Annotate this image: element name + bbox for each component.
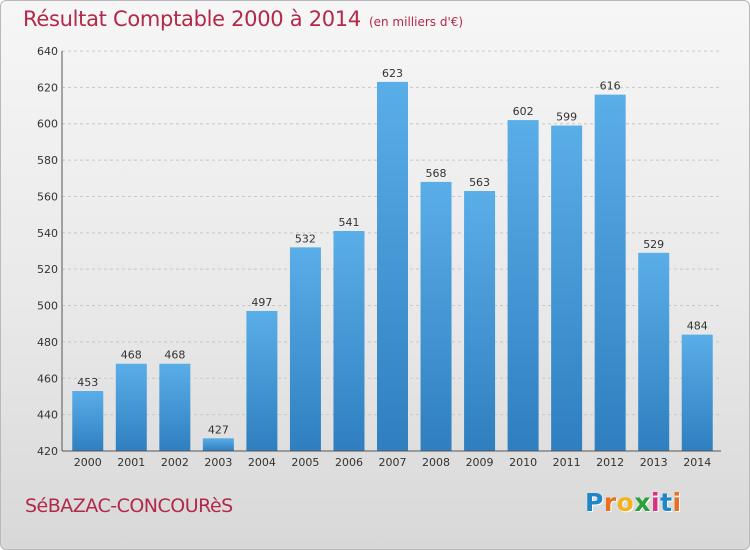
bar-value-label: 484 — [687, 320, 708, 333]
x-tick-label: 2009 — [466, 456, 494, 469]
x-tick-label: 2010 — [509, 456, 537, 469]
bar — [289, 247, 321, 451]
bar-value-label: 529 — [643, 238, 664, 251]
y-tick-label: 620 — [37, 81, 58, 94]
x-tick-label: 2011 — [553, 456, 581, 469]
chart-title: Résultat Comptable 2000 à 2014 (en millie… — [23, 7, 463, 31]
y-tick-label: 600 — [37, 118, 58, 131]
bar-value-label: 541 — [338, 216, 359, 229]
bar — [420, 181, 452, 451]
bar-value-label: 602 — [513, 105, 534, 118]
bar-value-label: 568 — [426, 167, 447, 180]
y-tick-label: 540 — [37, 227, 58, 240]
bar — [594, 94, 626, 452]
logo-letter: r — [603, 488, 617, 517]
bar-value-label: 497 — [251, 296, 272, 309]
logo-letter: o — [616, 488, 635, 517]
y-tick-label: 560 — [37, 190, 58, 203]
y-tick-label: 480 — [37, 336, 58, 349]
x-tick-label: 2001 — [117, 456, 145, 469]
bar-value-label: 468 — [121, 349, 142, 362]
bar — [551, 125, 583, 451]
x-tick-label: 2008 — [422, 456, 450, 469]
x-tick-label: 2013 — [640, 456, 668, 469]
bar — [333, 231, 365, 451]
bar — [681, 334, 713, 451]
bar — [202, 438, 234, 451]
logo-letter: i — [651, 488, 661, 517]
y-tick-label: 640 — [37, 45, 58, 58]
bar-value-label: 599 — [556, 111, 577, 124]
commune-name: SéBAZAC-CONCOURèS — [25, 495, 233, 517]
x-tick-label: 2005 — [291, 456, 319, 469]
bar — [246, 311, 278, 451]
y-tick-label: 580 — [37, 154, 58, 167]
bar-value-label: 616 — [600, 80, 621, 93]
logo-letter: i — [672, 488, 682, 517]
bar-value-label: 453 — [77, 376, 98, 389]
bar — [377, 81, 408, 451]
title-text: Résultat Comptable 2000 à 2014 — [23, 7, 361, 31]
x-tick-label: 2006 — [335, 456, 363, 469]
bar — [72, 391, 104, 451]
bar-value-label: 623 — [382, 67, 403, 80]
y-tick-label: 500 — [37, 300, 58, 313]
x-tick-label: 2002 — [161, 456, 189, 469]
x-tick-label: 2003 — [204, 456, 232, 469]
y-tick-label: 520 — [37, 263, 58, 276]
logo-letter: x — [634, 488, 651, 517]
bar-value-label: 532 — [295, 232, 316, 245]
x-tick-label: 2000 — [74, 456, 102, 469]
y-tick-label: 420 — [37, 445, 58, 458]
x-tick-label: 2014 — [683, 456, 711, 469]
bar-value-label: 563 — [469, 176, 490, 189]
bar — [464, 191, 496, 451]
x-tick-label: 2012 — [596, 456, 624, 469]
logo-letter: P — [585, 488, 604, 517]
bar-value-label: 468 — [164, 349, 185, 362]
logo-letter: t — [660, 488, 673, 517]
bar — [507, 120, 539, 451]
bar — [115, 363, 147, 451]
x-tick-label: 2004 — [248, 456, 276, 469]
bar — [159, 363, 191, 451]
y-tick-label: 460 — [37, 372, 58, 385]
bar-value-label: 427 — [208, 423, 229, 436]
x-tick-label: 2007 — [379, 456, 407, 469]
proxiti-logo: Proxiti — [585, 488, 682, 517]
y-tick-label: 440 — [37, 409, 58, 422]
chart-subtitle: (en milliers d'€) — [368, 15, 464, 29]
bar — [638, 252, 670, 451]
